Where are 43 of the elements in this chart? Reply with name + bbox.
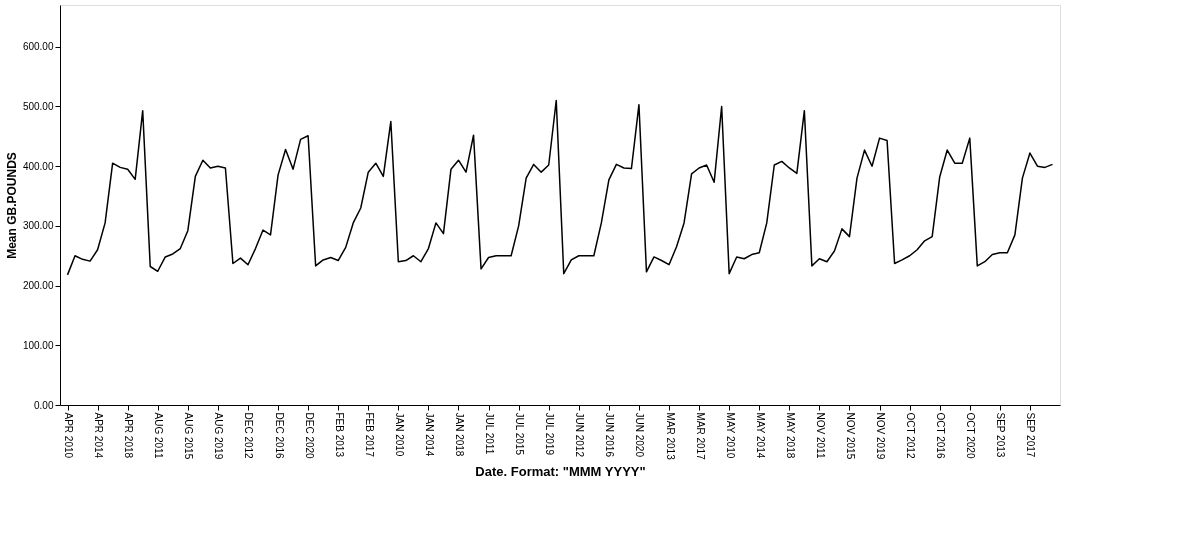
- x-tick-label: DEC 2016: [273, 412, 285, 460]
- x-tick-label: OCT 2020: [965, 412, 977, 459]
- x-tick-label: SEP 2017: [1025, 412, 1037, 458]
- x-tick-label: JUN 2020: [634, 412, 646, 458]
- y-tick-label: 200.00: [22, 280, 54, 292]
- x-tick-label: AUG 2019: [213, 412, 225, 460]
- x-tick-label: DEC 2012: [243, 412, 255, 460]
- x-tick-label: FEB 2017: [363, 412, 375, 458]
- x-tick-label: APR 2014: [93, 412, 105, 459]
- x-tick-label: JAN 2014: [423, 412, 435, 457]
- y-tick-label: 500.00: [22, 100, 54, 112]
- x-tick-label: MAR 2017: [694, 412, 706, 461]
- x-tick-label: NOV 2011: [814, 412, 826, 459]
- y-tick-label: 300.00: [22, 220, 54, 232]
- x-axis-title: Date. Format: "MMM YYYY": [475, 463, 646, 479]
- x-tick-label: JUL 2011: [484, 412, 496, 455]
- line-series: [66, 99, 1054, 276]
- x-tick-label: JUL 2015: [514, 412, 526, 456]
- x-tick-label: APR 2018: [123, 412, 135, 459]
- x-tick-label: OCT 2012: [905, 412, 917, 459]
- x-tick-label: MAY 2014: [754, 412, 766, 459]
- x-tick-label: MAY 2018: [784, 412, 796, 459]
- x-tick-label: OCT 2016: [935, 412, 947, 459]
- x-tick-label: FEB 2013: [333, 412, 345, 458]
- x-tick-label: SEP 2013: [995, 412, 1007, 458]
- x-tick-label: NOV 2015: [844, 412, 856, 460]
- y-tick-label: 600.00: [22, 41, 54, 53]
- x-tick-label: JUN 2012: [574, 412, 586, 458]
- y-tick-label: 100.00: [22, 339, 54, 351]
- x-tick-label: APR 2010: [63, 412, 75, 459]
- y-tick-label: 400.00: [22, 160, 54, 172]
- x-tick-label: AUG 2015: [183, 412, 195, 460]
- x-tick-label: JUL 2019: [544, 412, 556, 456]
- y-axis-title: Mean GB.POUNDS: [4, 152, 19, 259]
- x-tick-label: JAN 2018: [454, 412, 465, 457]
- x-tick-label: DEC 2020: [303, 412, 315, 460]
- x-tick-label: MAR 2013: [664, 412, 676, 461]
- x-tick-label: JUN 2016: [604, 412, 616, 458]
- y-tick-label: 0.00: [34, 399, 54, 411]
- x-tick-label: NOV 2019: [875, 412, 887, 460]
- x-tick-label: JAN 2010: [393, 412, 405, 457]
- x-tick-label: AUG 2011: [153, 412, 165, 459]
- x-tick-label: MAY 2010: [724, 412, 736, 459]
